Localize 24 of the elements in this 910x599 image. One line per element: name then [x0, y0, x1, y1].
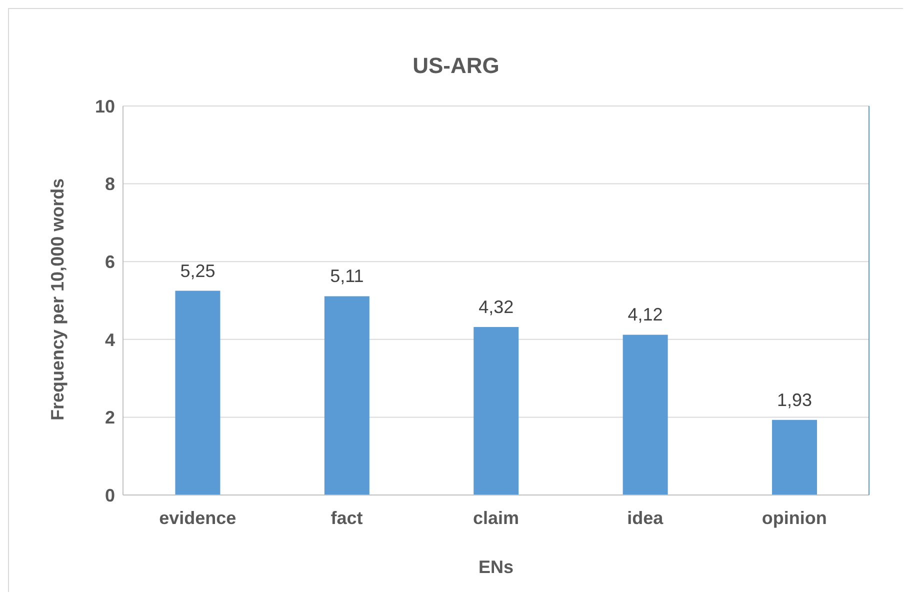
x-tick-label: evidence: [159, 508, 236, 528]
x-tick-label: idea: [627, 508, 664, 528]
x-tick-label: claim: [472, 508, 520, 528]
bar: [175, 290, 220, 495]
x-axis-title: ENs: [478, 557, 514, 577]
y-tick-label: 6: [104, 252, 115, 272]
y-tick-label: 2: [104, 408, 115, 428]
data-label: 1,93: [776, 390, 812, 410]
y-tick-label: 0: [104, 485, 115, 506]
bar: [772, 420, 818, 495]
data-label: 5,25: [180, 260, 216, 281]
y-tick-label: 8: [104, 174, 115, 194]
bar: [474, 326, 519, 495]
x-tick-label: fact: [330, 508, 363, 528]
data-label: 5,11: [330, 266, 364, 286]
bar: [324, 296, 370, 495]
x-tick-label: opinion: [762, 508, 827, 528]
data-label: 4,32: [478, 296, 514, 317]
chart-title: US-ARG: [412, 53, 500, 79]
y-tick-label: 10: [94, 96, 115, 116]
y-axis-title: Frequency per 10,000 words: [47, 178, 68, 420]
data-label: 4,12: [628, 304, 663, 325]
y-tick-label: 4: [104, 330, 115, 350]
bar: [622, 334, 668, 495]
